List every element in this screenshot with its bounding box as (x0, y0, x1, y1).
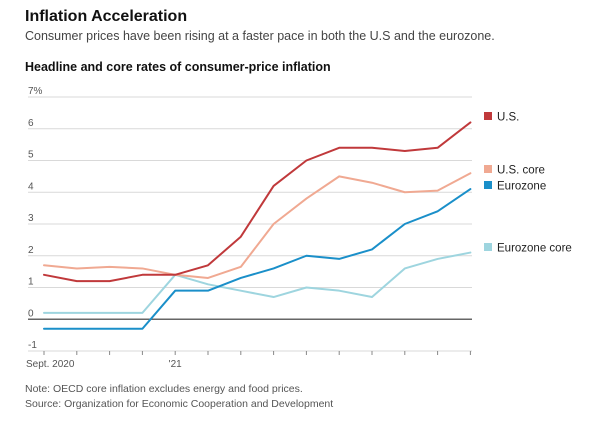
legend-label: Eurozone core (497, 243, 572, 255)
y-tick-label: -1 (28, 340, 37, 351)
chart-note: Note: OECD core inflation excludes energ… (25, 383, 303, 395)
x-tick-label: '21 (169, 359, 182, 370)
legend-label: U.S. (497, 112, 519, 124)
y-tick-label: 2 (28, 245, 34, 256)
x-tick-label: Sept. 2020 (26, 359, 75, 370)
page-subtitle: Consumer prices have been rising at a fa… (25, 29, 495, 43)
y-tick-label: 3 (28, 213, 34, 224)
page-title: Inflation Acceleration (25, 8, 188, 25)
y-tick-label: 7% (28, 86, 43, 97)
chart-source: Source: Organization for Economic Cooper… (25, 398, 334, 410)
series-line-eurozone (43, 188, 472, 330)
y-tick-label: 0 (28, 308, 34, 319)
series-line-u-s-core (43, 172, 472, 279)
legend-swatch (484, 243, 492, 251)
y-tick-label: 4 (28, 181, 34, 192)
y-tick-label: 6 (28, 118, 34, 129)
legend-label: U.S. core (497, 165, 545, 177)
chart-title: Headline and core rates of consumer-pric… (25, 60, 331, 74)
y-tick-label: 1 (28, 277, 34, 288)
series-line-eurozone-core (43, 251, 472, 314)
y-tick-label: 5 (28, 150, 34, 161)
series-line-u-s (43, 121, 472, 283)
legend-swatch (484, 165, 492, 173)
legend-swatch (484, 181, 492, 189)
legend-label: Eurozone (497, 181, 546, 193)
legend-swatch (484, 112, 492, 120)
